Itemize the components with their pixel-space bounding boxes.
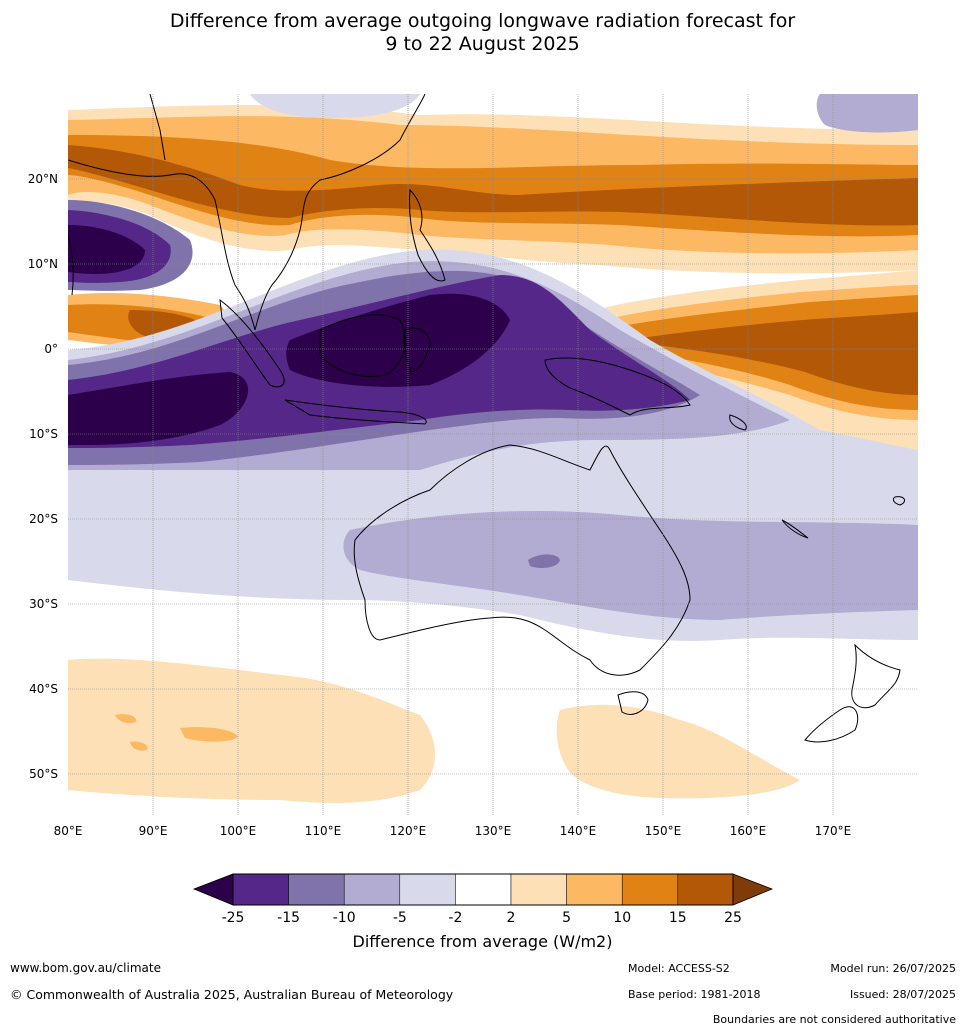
model-text: Model: ACCESS-S2 — [628, 962, 730, 975]
colorbar-swatch — [677, 873, 734, 906]
colorbar-swatch — [288, 873, 345, 906]
coastlines — [68, 94, 906, 743]
colorbar-tick: -25 — [222, 910, 245, 926]
borneo-coast — [319, 314, 406, 377]
lon-label: 170°E — [815, 824, 852, 838]
copyright-text: © Commonwealth of Australia 2025, Austra… — [10, 987, 454, 1002]
patch-n1 — [250, 94, 420, 118]
graticule — [68, 94, 918, 816]
colorbar-tick: 25 — [724, 910, 742, 926]
tasmania-coast — [617, 691, 649, 715]
colorbar-tick: 10 — [613, 910, 631, 926]
colorbar-swatch — [455, 873, 512, 906]
lat-label: 40°S — [29, 682, 58, 696]
so-orange-3 — [130, 741, 148, 751]
base-period-text: Base period: 1981-2018 — [628, 988, 761, 1001]
java-coast — [284, 399, 427, 425]
colorbar-swatch — [399, 873, 456, 906]
lat-labels: 20°N 10°N 0° 10°S 20°S 30°S 40°S 50°S — [28, 172, 58, 781]
lat-label: 30°S — [29, 597, 58, 611]
lon-label: 80°E — [54, 824, 83, 838]
colorbar-tick: -2 — [448, 910, 462, 926]
chart-title: Difference from average outgoing longwav… — [0, 10, 965, 56]
india-east-coast — [68, 234, 74, 296]
colorbar-extend-low — [192, 873, 234, 906]
issued-text: Issued: 28/07/2025 — [849, 988, 956, 1001]
lon-label: 130°E — [475, 824, 512, 838]
colorbar-tick: -15 — [277, 910, 300, 926]
lon-label: 110°E — [305, 824, 342, 838]
colorbar-swatch — [343, 873, 401, 906]
website-link[interactable]: www.bom.gov.au/climate — [10, 961, 161, 975]
lat-label: 10°N — [28, 257, 58, 271]
india-coast — [149, 94, 166, 161]
lat-label: 20°S — [29, 512, 58, 526]
colorbar-tick: -10 — [333, 910, 356, 926]
lat-label: 20°N — [28, 172, 58, 186]
colorbar-swatch — [232, 873, 289, 906]
australia-coast — [353, 444, 691, 676]
solomon-islands — [729, 414, 747, 431]
colorbar-tick: 15 — [669, 910, 687, 926]
philippines-coast — [409, 188, 446, 282]
so-light-orange-e — [556, 704, 800, 799]
io-dark-core — [68, 372, 249, 445]
lon-labels: 80°E 90°E 100°E 110°E 120°E 130°E 140°E … — [54, 824, 852, 838]
colorbar-label: Difference from average (W/m2) — [352, 932, 613, 951]
lon-label: 90°E — [139, 824, 168, 838]
bob-dark-purple — [68, 225, 145, 274]
colorbar-extend-high — [732, 873, 774, 906]
colorbar-swatch — [510, 873, 567, 906]
nz-south-coast — [804, 706, 859, 743]
band-n-brown — [68, 145, 918, 226]
lon-label: 100°E — [220, 824, 257, 838]
lon-label: 120°E — [390, 824, 427, 838]
sumatra-coast — [219, 298, 285, 388]
fiji — [892, 496, 906, 506]
colorbar-tick: -5 — [393, 910, 407, 926]
aus-light-purple — [343, 510, 918, 620]
new-caledonia — [781, 519, 809, 539]
lat-label: 0° — [44, 342, 58, 356]
colorbar-outline — [232, 873, 734, 906]
lon-label: 150°E — [645, 824, 682, 838]
pacific-brown — [640, 312, 918, 395]
asia-coast — [68, 94, 426, 331]
so-orange-2 — [115, 714, 137, 724]
patch-n2 — [816, 94, 918, 133]
title-line2: 9 to 22 August 2025 — [385, 33, 580, 55]
title-line1: Difference from average outgoing longwav… — [169, 10, 796, 32]
lat-label: 10°S — [29, 427, 58, 441]
so-light-orange-w — [68, 658, 435, 803]
so-orange-1 — [180, 727, 238, 742]
nz-north-coast — [851, 643, 901, 709]
colorbar: -25 -15 -10 -5 -2 2 5 10 15 25 — [192, 873, 774, 926]
colorbar-swatch — [621, 873, 679, 906]
disclaimer-text: Boundaries are not considered authoritat… — [712, 1013, 956, 1026]
lat-label: 50°S — [29, 767, 58, 781]
lon-label: 160°E — [730, 824, 767, 838]
maritime-dark-core — [286, 293, 510, 387]
colorbar-tick: 2 — [507, 910, 516, 926]
colorbar-tick: 5 — [562, 910, 571, 926]
sulawesi-coast — [403, 327, 431, 373]
aus-small-patch — [528, 554, 560, 568]
new-guinea-coast — [544, 357, 691, 416]
model-run-text: Model run: 26/07/2025 — [830, 962, 956, 975]
colorbar-ticks: -25 -15 -10 -5 -2 2 5 10 15 25 — [222, 910, 742, 926]
olr-anomaly-field — [68, 94, 918, 816]
colorbar-swatch — [566, 873, 623, 906]
lon-label: 140°E — [560, 824, 597, 838]
